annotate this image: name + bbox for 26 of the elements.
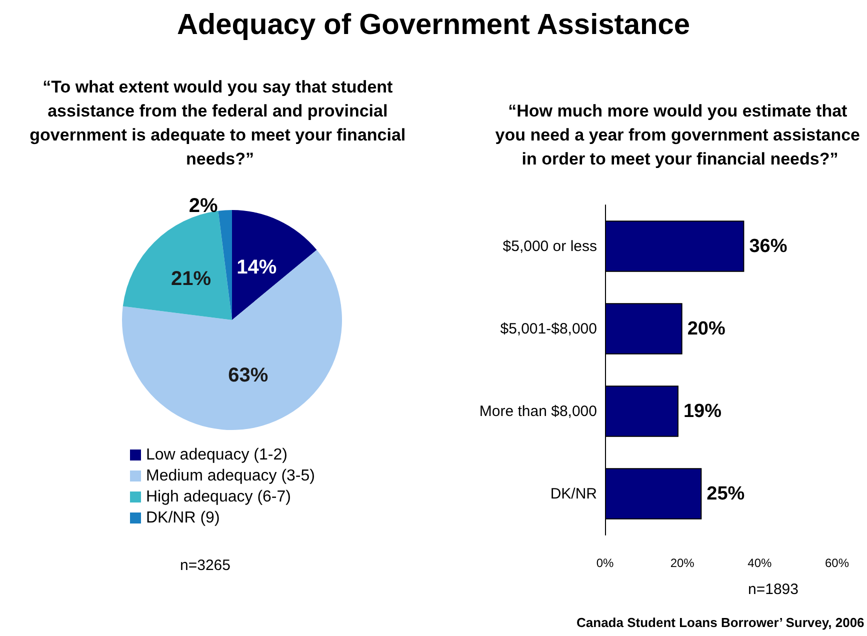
data-label: 63%	[228, 364, 268, 387]
chart-title: “To what extent would you say that student assistance from the federal and provincial government is adequate to meet your financial needs?”	[30, 78, 410, 168]
y-tick-label: $5,000 or less	[502, 238, 597, 255]
legend-label: Medium adequacy (3-5)	[146, 468, 315, 484]
text: n=1893	[748, 581, 798, 598]
data-label: 14%	[236, 256, 277, 279]
text: n=3265	[180, 557, 230, 574]
y-tick-label: DK/NR	[550, 485, 598, 502]
legend-label: Low adequacy (1-2)	[146, 446, 288, 464]
data-label: 19%	[683, 400, 722, 422]
x-tick-label: 0%	[596, 556, 614, 570]
data-label: 20%	[687, 318, 726, 340]
legend-label: DK/NR (9)	[146, 510, 220, 526]
data-label: 25%	[706, 483, 745, 504]
data-label: 21%	[170, 268, 212, 290]
text: Adequacy of Government Assistance	[176, 8, 692, 43]
x-tick-label: 60%	[824, 556, 850, 570]
y-tick-label: More than $8,000	[479, 402, 597, 420]
y-tick-label: $5,001-$8,000	[500, 320, 597, 338]
chart-title: “How much more would you estimate that you need a year from government assistance in order to meet your financial needs?”	[495, 102, 865, 168]
x-tick-label: 20%	[670, 556, 695, 570]
x-tick-label: 40%	[748, 556, 772, 570]
data-label: 36%	[749, 236, 788, 257]
data-label: 2%	[188, 195, 218, 218]
legend-label: High adequacy (6-7)	[146, 488, 291, 506]
text: Canada Student Loans Borrower’ Survey, 2006	[576, 615, 864, 630]
